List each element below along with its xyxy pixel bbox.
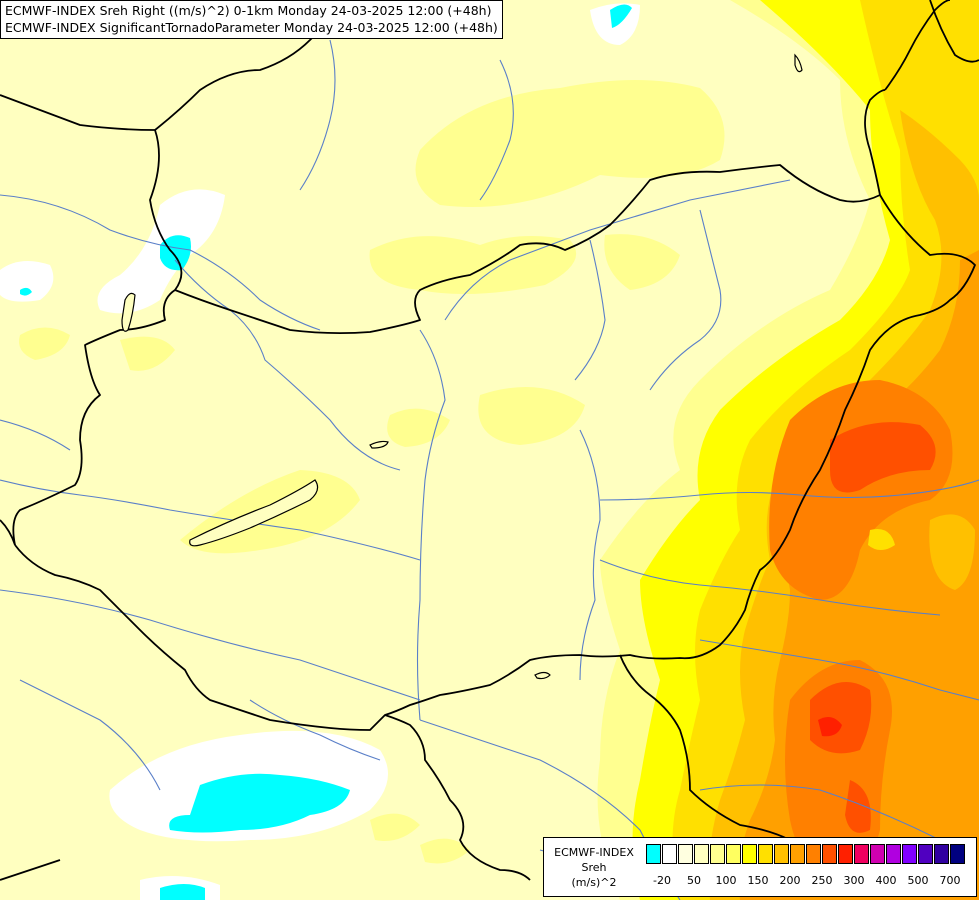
legend-title-model: ECMWF-INDEX bbox=[554, 846, 634, 859]
legend-swatch bbox=[870, 844, 885, 864]
legend-tick-label: 500 bbox=[907, 874, 929, 887]
legend-swatch bbox=[934, 844, 949, 864]
legend-swatch bbox=[646, 844, 661, 864]
country-borders bbox=[0, 0, 979, 881]
legend-tick-label: 200 bbox=[779, 874, 801, 887]
legend-swatch bbox=[758, 844, 773, 864]
legend-tick-label: 700 bbox=[939, 874, 961, 887]
legend-title-unit: (m/s)^2 bbox=[571, 876, 617, 889]
legend-swatch bbox=[854, 844, 869, 864]
legend-swatch bbox=[710, 844, 725, 864]
legend-tick-label: 50 bbox=[687, 874, 701, 887]
legend-swatch bbox=[678, 844, 693, 864]
title-line-1: ECMWF-INDEX Sreh Right ((m/s)^2) 0-1km M… bbox=[5, 3, 492, 18]
sreh-negative-patches bbox=[0, 3, 640, 900]
legend-swatch bbox=[742, 844, 757, 864]
legend-tick-label: 400 bbox=[875, 874, 897, 887]
legend-title: ECMWF-INDEX Sreh (m/s)^2 bbox=[546, 845, 642, 890]
sreh-high-region bbox=[597, 0, 979, 900]
legend-swatch bbox=[694, 844, 709, 864]
color-legend: ECMWF-INDEX Sreh (m/s)^2 -20 50 100 150 200 2… bbox=[543, 837, 977, 897]
legend-tick-label: -20 bbox=[653, 874, 671, 887]
legend-swatch bbox=[902, 844, 917, 864]
legend-swatch bbox=[806, 844, 821, 864]
legend-tick-label: 250 bbox=[811, 874, 833, 887]
title-line-2: ECMWF-INDEX SignificantTornadoParameter … bbox=[5, 20, 498, 35]
legend-tick-label: 300 bbox=[843, 874, 865, 887]
lakes bbox=[121, 53, 803, 680]
legend-swatch bbox=[950, 844, 965, 864]
legend-tick-label: 150 bbox=[747, 874, 769, 887]
legend-swatch bbox=[774, 844, 789, 864]
legend-tick-label: 100 bbox=[715, 874, 737, 887]
legend-swatch bbox=[726, 844, 741, 864]
map-title-box: ECMWF-INDEX Sreh Right ((m/s)^2) 0-1km M… bbox=[0, 0, 503, 39]
legend-swatch bbox=[838, 844, 853, 864]
legend-title-param: Sreh bbox=[581, 861, 607, 874]
legend-swatch bbox=[822, 844, 837, 864]
legend-swatch bbox=[662, 844, 677, 864]
legend-swatch bbox=[918, 844, 933, 864]
legend-swatch bbox=[886, 844, 901, 864]
legend-swatch bbox=[790, 844, 805, 864]
